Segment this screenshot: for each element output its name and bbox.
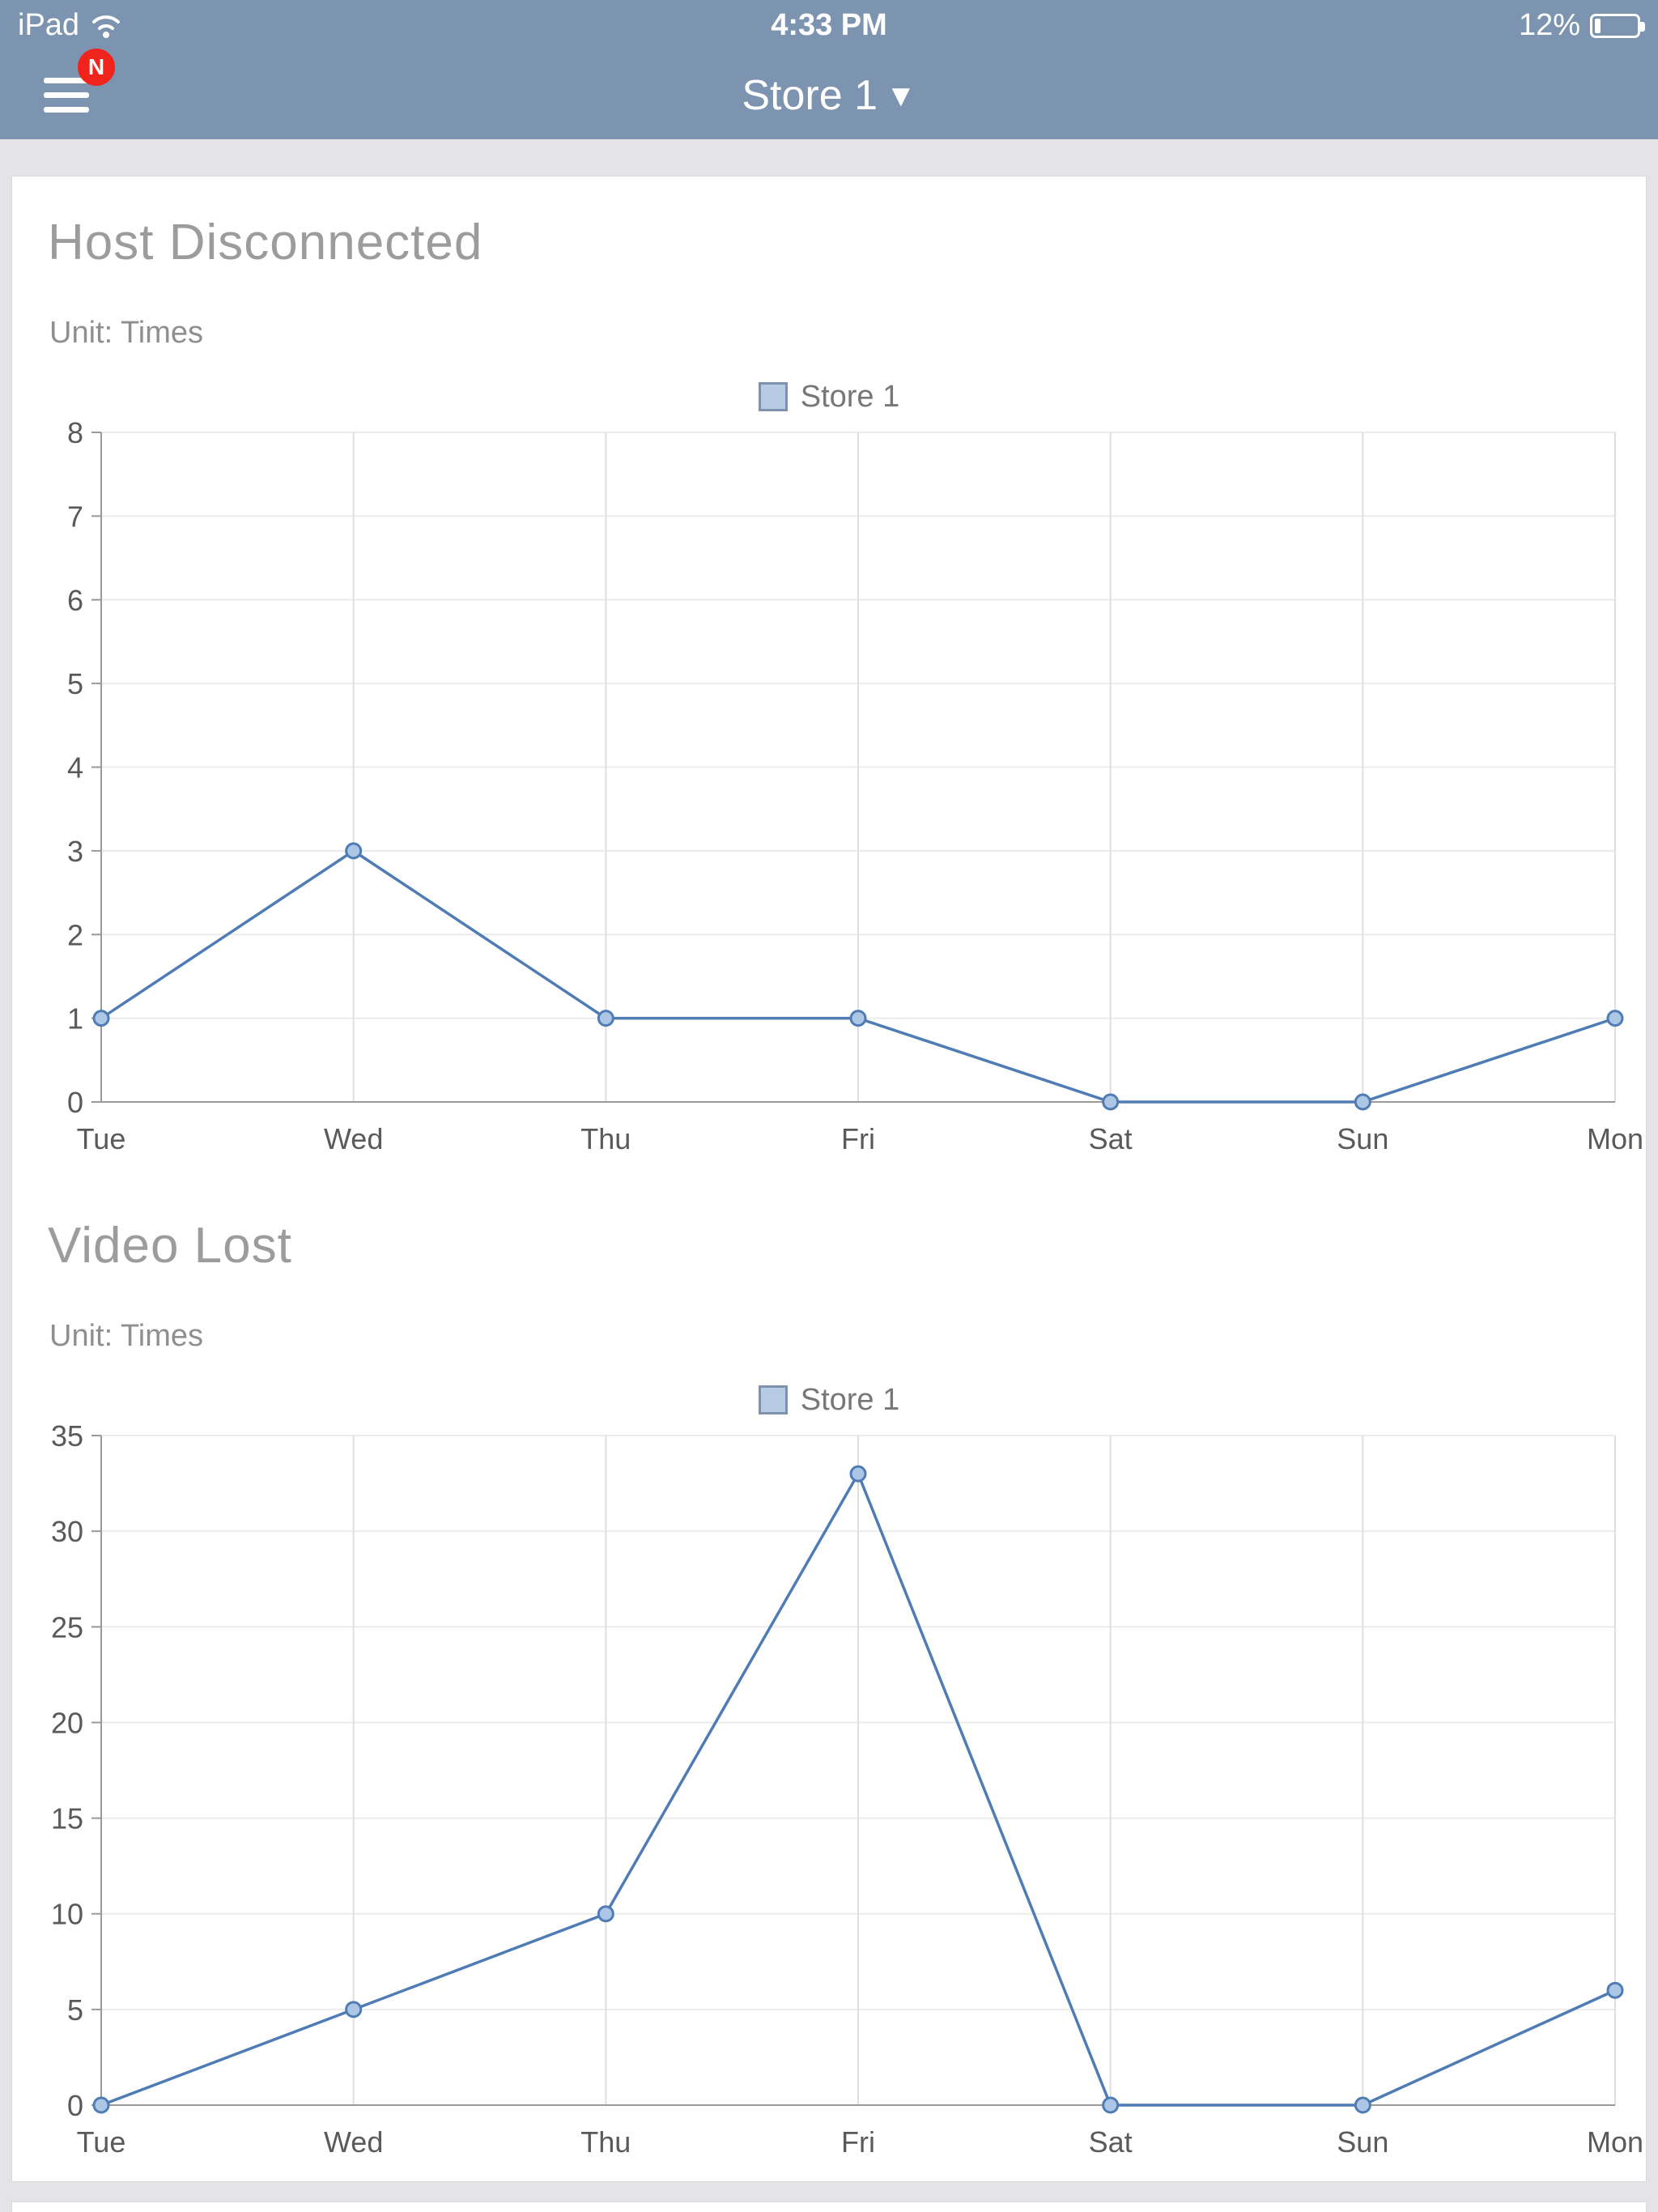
app-header: iPad 4:33 PM 12% N Store 1 ▼ [0,0,1658,139]
next-section-card [11,2201,1647,2212]
y-axis-label: 5 [67,1993,83,2027]
x-axis-label: Tue [77,1122,126,1155]
x-axis-label: Thu [580,1122,631,1155]
line-chart-video-lost[interactable]: 0 5 10 15 20 25 30 35 Tue Wed Thu Fri Sat Sun Mon [12,1421,1647,2180]
battery-icon [1590,13,1645,38]
menu-button[interactable]: N [44,49,115,117]
data-point[interactable] [1102,1093,1120,1111]
data-point[interactable] [1354,2096,1371,2114]
status-bar: iPad 4:33 PM 12% [0,0,1658,45]
x-axis-label: Fri [841,2125,875,2159]
legend-swatch [758,1385,788,1414]
legend-swatch [758,382,788,411]
x-axis-label: Wed [324,1122,383,1155]
battery-percent: 12% [1518,8,1580,42]
x-axis-label: Sat [1089,1122,1133,1155]
battery-fill [1595,18,1601,33]
data-point[interactable] [92,1010,110,1027]
x-axis-label: Sat [1089,2125,1133,2159]
y-axis-label: 0 [67,1086,83,1119]
data-point[interactable] [1354,1093,1371,1111]
chart-title: Video Lost [48,1218,292,1274]
x-axis-label: Wed [324,2125,383,2159]
y-axis-label: 4 [67,751,83,785]
store-selector-label: Store 1 [742,72,878,119]
y-axis-label: 15 [51,1802,83,1836]
data-point[interactable] [597,1905,614,1923]
y-axis-label: 5 [67,667,83,700]
x-axis-label: Fri [841,1122,875,1155]
y-axis-label: 30 [51,1515,83,1548]
charts-card: Host Disconnected Unit: Times Store 1 0 1… [11,176,1647,2182]
y-axis-label: 1 [67,1002,83,1036]
dropdown-caret-icon: ▼ [886,79,916,113]
chart-host-disconnected: Host Disconnected Unit: Times Store 1 0 1… [12,214,1646,1176]
carrier-label: iPad [18,8,80,42]
data-point[interactable] [849,1010,867,1027]
y-axis-label: 6 [67,584,83,617]
status-right: 12% [1518,8,1645,43]
y-axis-label: 2 [67,918,83,951]
x-axis-label: Mon [1587,1122,1643,1155]
y-axis-label: 0 [67,2089,83,2122]
data-point[interactable] [1606,1010,1624,1027]
data-point[interactable] [345,2001,363,2018]
y-axis-label: 7 [67,500,83,533]
y-axis-label: 8 [67,418,83,449]
legend-label: Store 1 [800,1382,900,1417]
x-axis-label: Sun [1337,2125,1388,2159]
data-point[interactable] [92,2096,110,2114]
legend[interactable]: Store 1 [12,379,1646,415]
y-axis-label: 20 [51,1706,83,1739]
store-selector[interactable]: Store 1 ▼ [0,71,1658,120]
y-axis-label: 35 [51,1421,83,1453]
chart-title: Host Disconnected [48,215,483,270]
chart-video-lost: Video Lost Unit: Times Store 1 0 5 10 15 20 2… [12,1217,1646,2180]
unit-label: Unit: Times [49,1319,204,1353]
x-axis-label: Sun [1337,1122,1388,1155]
y-axis-label: 10 [51,1898,83,1931]
data-point[interactable] [849,1465,867,1482]
wifi-icon [92,15,121,38]
data-point[interactable] [345,842,363,860]
status-time: 4:33 PM [771,8,887,42]
x-axis-label: Mon [1587,2125,1643,2159]
x-axis-label: Tue [77,2125,126,2159]
x-axis-label: Thu [580,2125,631,2159]
legend[interactable]: Store 1 [12,1382,1646,1418]
status-left: iPad [18,8,123,43]
hamburger-icon [44,78,89,121]
line-chart-host-disconnected[interactable]: 0 1 2 3 4 5 6 7 8 Tue Wed Thu Fri Sat Sun Mon [12,418,1647,1176]
notification-badge: N [78,49,115,86]
data-point[interactable] [597,1010,614,1027]
legend-label: Store 1 [800,379,900,414]
data-point[interactable] [1102,2096,1120,2114]
y-axis-label: 3 [67,835,83,868]
unit-label: Unit: Times [49,316,204,350]
data-point[interactable] [1606,1981,1624,1999]
y-axis-label: 25 [51,1610,83,1644]
